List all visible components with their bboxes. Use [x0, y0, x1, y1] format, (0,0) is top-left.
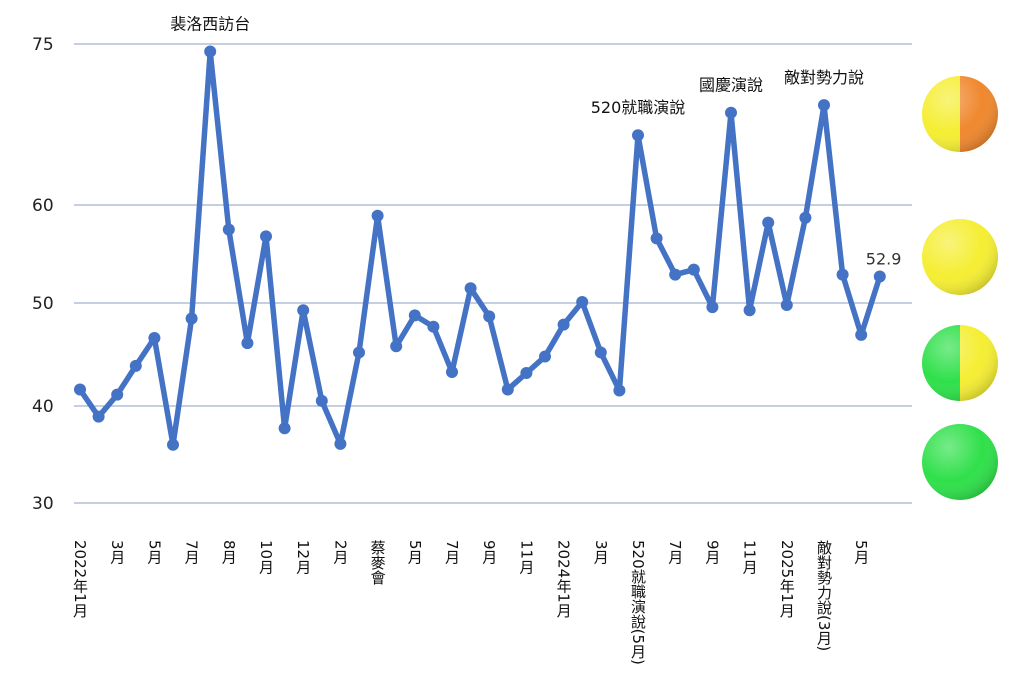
data-point	[650, 232, 663, 245]
data-point	[92, 410, 105, 423]
data-point	[818, 99, 830, 112]
status-dot	[922, 424, 998, 500]
status-dots	[922, 76, 998, 500]
x-tick-label: 2022年1月	[71, 540, 89, 619]
data-point	[74, 383, 86, 396]
data-point	[780, 299, 793, 312]
data-point	[613, 384, 626, 397]
x-tick-label: 2024年1月	[555, 540, 573, 619]
data-point	[129, 359, 142, 372]
data-point	[594, 346, 607, 359]
data-point	[483, 310, 496, 323]
status-dot-shine	[922, 424, 998, 500]
status-dot-shine	[922, 325, 998, 401]
data-point	[799, 211, 812, 224]
x-tick-label: 520就職演說(5月)	[629, 540, 647, 665]
x-tick-label: 8月	[220, 540, 238, 566]
data-point	[669, 268, 682, 281]
x-tick-label: 3月	[592, 540, 610, 566]
status-dot	[922, 325, 998, 401]
x-tick-label: 9月	[480, 540, 498, 566]
data-point	[167, 438, 179, 451]
data-point	[408, 309, 421, 322]
data-point	[855, 328, 868, 341]
data-point	[464, 282, 477, 295]
event-annotation: 裴洛西訪台	[170, 15, 250, 34]
data-point	[446, 366, 458, 379]
x-tick-label: 5月	[145, 540, 163, 566]
event-annotation: 敵對勢力說	[784, 68, 864, 87]
event-annotation: 國慶演說	[699, 76, 763, 95]
status-dot-shine	[922, 76, 998, 152]
data-point	[836, 268, 849, 281]
gridlines	[74, 43, 912, 504]
x-tick-label: 2025年1月	[778, 540, 796, 619]
x-tick-label: 11月	[741, 540, 759, 575]
x-tick-label: 11月	[517, 540, 535, 575]
x-tick-label: 5月	[852, 540, 870, 566]
x-tick-label: 5月	[406, 540, 424, 566]
x-tick-label: 9月	[703, 540, 721, 566]
y-tick-label: 60	[32, 196, 54, 216]
y-tick-label: 50	[32, 294, 54, 314]
data-point	[390, 340, 403, 353]
data-point	[427, 320, 440, 333]
series-line	[77, 48, 883, 448]
data-point	[371, 209, 384, 222]
x-tick-label: 2月	[331, 540, 349, 566]
data-point	[204, 45, 217, 58]
data-point	[501, 383, 514, 396]
x-tick-label: 7月	[666, 540, 684, 566]
x-tick-label: 12月	[294, 540, 312, 575]
status-dot	[922, 76, 998, 152]
data-point	[260, 230, 272, 243]
data-point	[241, 337, 254, 350]
data-point	[297, 304, 310, 317]
data-point	[148, 332, 161, 345]
data-point	[706, 301, 719, 314]
status-dot-shine	[922, 219, 998, 295]
x-tick-label: 7月	[443, 540, 461, 566]
status-dot	[922, 219, 998, 295]
y-axis-ticks: 75 60 50 40 30	[32, 35, 54, 514]
data-point	[576, 296, 589, 309]
data-point	[762, 216, 775, 229]
data-point	[278, 422, 291, 435]
x-tick-label: 10月	[257, 540, 275, 575]
data-point	[111, 388, 124, 401]
data-point	[353, 346, 365, 359]
data-point	[687, 263, 700, 276]
data-point	[185, 312, 198, 325]
data-point	[632, 129, 644, 142]
data-point	[222, 223, 235, 236]
data-label: 52.9	[866, 250, 902, 269]
event-annotation: 520就職演說	[591, 98, 686, 117]
data-point	[315, 394, 328, 407]
y-tick-label: 30	[32, 494, 54, 514]
series-line-path	[77, 48, 883, 448]
data-point	[743, 304, 756, 317]
y-tick-label: 40	[32, 397, 54, 417]
x-tick-label: 蔡麥會	[369, 540, 387, 585]
data-point	[557, 318, 570, 331]
x-tick-label: 7月	[183, 540, 201, 566]
data-point	[725, 106, 737, 119]
data-points: 52.9	[74, 45, 902, 451]
data-point	[334, 437, 347, 450]
data-point	[520, 367, 533, 380]
x-tick-label: 敵對勢力說(3月)	[815, 540, 833, 651]
data-point	[873, 270, 886, 283]
x-tick-label: 3月	[108, 540, 126, 566]
x-axis-ticks: 2022年1月 3月 5月 7月 8月 10月 12月 2月 蔡麥會 5月 7月 9月 11月 2024年…	[71, 540, 870, 665]
data-point	[539, 350, 551, 363]
y-tick-label: 75	[32, 35, 54, 55]
